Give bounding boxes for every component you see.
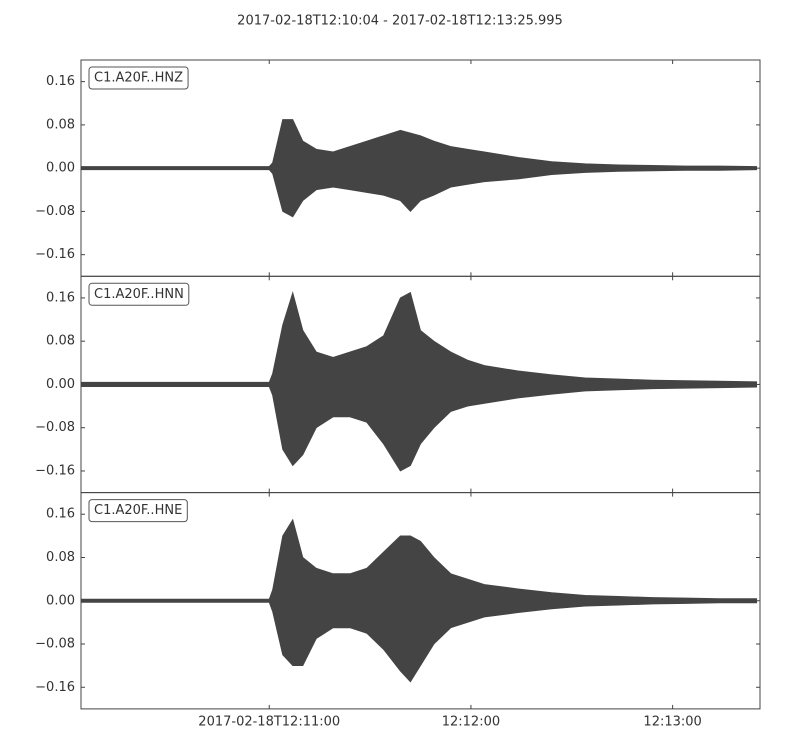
y-tick-label: 0.08 xyxy=(46,334,75,349)
y-tick-label: 0.00 xyxy=(46,593,75,608)
y-tick-label: 0.00 xyxy=(46,161,75,176)
y-tick-label: 0.08 xyxy=(46,117,75,132)
trace-label: C1.A20F..HNE xyxy=(94,503,182,518)
y-tick-label: −0.16 xyxy=(35,463,75,478)
y-tick-label: 0.16 xyxy=(46,290,75,305)
y-tick-label: −0.16 xyxy=(35,680,75,695)
waveform xyxy=(80,518,758,683)
trace-label-box xyxy=(88,282,190,306)
y-tick-label: 0.00 xyxy=(46,377,75,392)
waveform xyxy=(80,119,758,218)
x-tick-label: 2017-02-18T12:11:00 xyxy=(198,714,340,729)
y-tick-label: 0.16 xyxy=(46,507,75,522)
trace-label: C1.A20F..HNN xyxy=(94,287,184,302)
x-tick-label: 12:13:00 xyxy=(643,714,701,729)
trace-label-box xyxy=(88,499,188,523)
x-tick-label: 12:12:00 xyxy=(442,714,500,729)
trace-label: C1.A20F..HNZ xyxy=(94,71,183,86)
y-tick-label: 0.08 xyxy=(46,550,75,565)
waveform xyxy=(80,291,758,472)
y-tick-label: −0.08 xyxy=(35,204,75,219)
y-tick-label: 0.16 xyxy=(46,74,75,89)
y-tick-label: −0.16 xyxy=(35,247,75,262)
y-tick-label: −0.08 xyxy=(35,420,75,435)
trace-label-box xyxy=(88,66,189,90)
chart-title: 2017-02-18T12:10:04 - 2017-02-18T12:13:2… xyxy=(237,14,563,29)
y-tick-label: −0.08 xyxy=(35,637,75,652)
